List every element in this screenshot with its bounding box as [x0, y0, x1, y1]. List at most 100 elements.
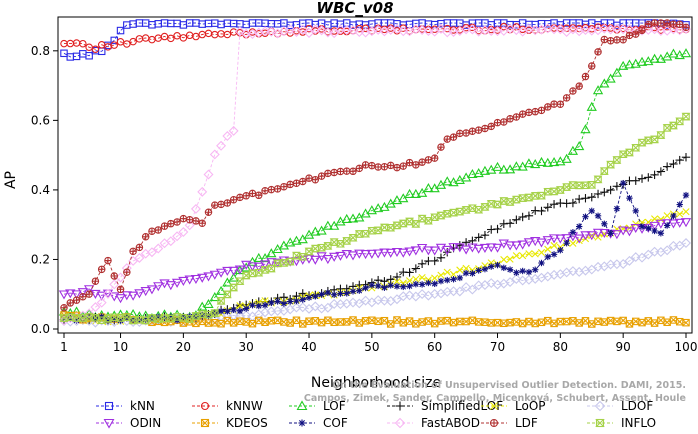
legend: kNN kNNW LOF SimplifiedLOF LoOP LDOF ODIN KDEOS… [96, 399, 656, 430]
data-point [625, 31, 634, 40]
data-point [481, 124, 489, 133]
data-point [460, 245, 472, 255]
data-point [537, 206, 546, 216]
data-point [310, 244, 320, 253]
data-point [293, 297, 300, 305]
data-point [274, 298, 281, 305]
data-point [121, 291, 132, 301]
plot-frame [57, 16, 693, 334]
data-point [581, 72, 590, 81]
data-point [249, 302, 256, 309]
data-point [259, 253, 271, 263]
data-point [449, 270, 458, 278]
data-point [467, 284, 478, 295]
data-point [91, 45, 100, 54]
data-point [135, 243, 144, 252]
data-point [60, 49, 68, 58]
data-point [505, 219, 515, 228]
data-point [410, 188, 421, 198]
data-point [234, 26, 245, 37]
data-point [636, 56, 648, 66]
data-point [518, 212, 527, 222]
data-point [203, 298, 214, 309]
data-point [536, 156, 547, 166]
data-point [632, 207, 639, 215]
x-tick-label: 90 [616, 340, 631, 354]
data-point [512, 318, 521, 326]
data-point [412, 275, 420, 283]
data-point [656, 167, 666, 176]
data-point [103, 288, 113, 299]
data-point [442, 245, 453, 255]
data-point [500, 264, 507, 272]
data-point [374, 317, 382, 326]
data-point [241, 310, 252, 321]
data-point [575, 319, 583, 327]
data-point [494, 261, 501, 269]
data-point [355, 319, 364, 327]
data-point [399, 319, 408, 327]
data-point [594, 317, 602, 326]
data-point [341, 25, 352, 36]
data-point [223, 316, 232, 325]
data-point [555, 156, 566, 166]
data-point [637, 138, 647, 147]
data-point [404, 290, 415, 301]
data-point [192, 32, 200, 41]
data-point [592, 85, 604, 95]
data-point [330, 168, 338, 177]
data-point [217, 200, 225, 209]
data-point [349, 167, 357, 176]
data-point [588, 320, 596, 328]
data-point [373, 295, 384, 306]
data-point [291, 257, 302, 267]
data-point [381, 284, 388, 291]
data-point [448, 177, 459, 187]
data-point [178, 276, 189, 286]
data-point [492, 161, 503, 171]
data-point [442, 176, 453, 186]
data-point [512, 252, 520, 260]
data-point [624, 148, 634, 157]
data-point [372, 203, 384, 213]
data-point [607, 230, 614, 237]
data-point [588, 232, 596, 240]
data-point [605, 73, 616, 83]
data-point [242, 192, 250, 200]
data-point [197, 273, 208, 283]
data-point [141, 233, 150, 241]
data-point [128, 255, 139, 266]
data-point [110, 41, 119, 49]
y-axis-label: AP [3, 171, 19, 189]
data-point [241, 271, 251, 280]
data-point [243, 305, 250, 312]
data-point [431, 280, 438, 287]
axes: 1 10 20 30 40 50 60 70 80 90 100 0.0 0.2 0.4 0.6 0.8 [31, 16, 697, 354]
data-point [241, 260, 252, 270]
data-point [437, 277, 445, 285]
data-point [588, 207, 595, 215]
data-point [423, 246, 434, 256]
data-point [90, 289, 101, 299]
data-point [356, 287, 363, 294]
data-point [504, 241, 516, 251]
data-point [203, 169, 214, 180]
series-FastABOD [59, 23, 691, 326]
data-point [638, 318, 646, 327]
data-point [498, 164, 509, 174]
data-point [418, 158, 426, 166]
data-point [335, 240, 345, 248]
data-point [637, 252, 647, 263]
data-point [337, 290, 344, 297]
data-point [343, 290, 350, 297]
data-point [84, 308, 95, 319]
data-point [91, 277, 100, 285]
data-point [171, 278, 183, 288]
data-point [406, 282, 413, 290]
data-point [574, 141, 585, 151]
data-point [618, 226, 629, 236]
data-point [581, 317, 590, 325]
data-point [581, 194, 590, 203]
data-point [418, 273, 426, 282]
data-point [606, 185, 615, 195]
